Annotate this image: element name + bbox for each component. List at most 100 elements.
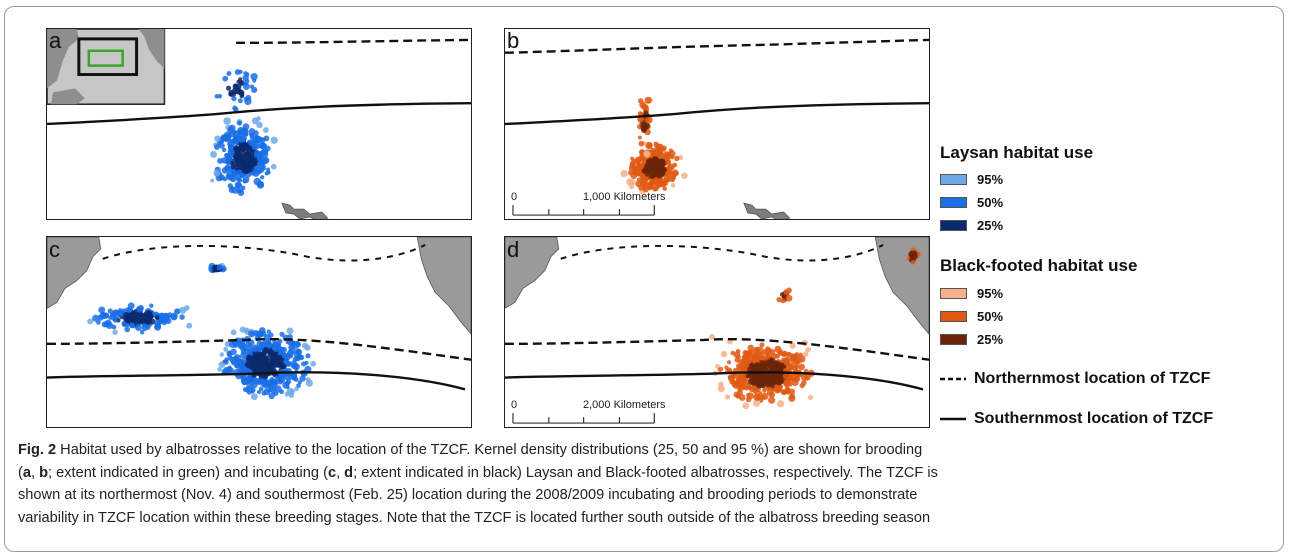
habitat-dot <box>295 348 302 356</box>
habitat-dot <box>649 152 655 157</box>
inset-green-extent-box <box>87 49 124 67</box>
habitat-dot <box>295 341 302 348</box>
habitat-dot <box>742 354 748 359</box>
habitat-dot <box>285 384 290 389</box>
scale-zero: 0 <box>511 191 518 203</box>
habitat-dot <box>127 302 135 310</box>
habitat-dot <box>111 324 117 330</box>
habitat-dot <box>98 306 106 314</box>
habitat-dot <box>665 170 670 176</box>
laysan-95-label: 95% <box>977 172 1004 187</box>
laysan-95-swatch <box>940 174 967 185</box>
habitat-dot <box>784 356 790 362</box>
habitat-dot <box>301 342 309 349</box>
habitat-dot <box>149 318 156 325</box>
habitat-dot <box>785 294 793 302</box>
habitat-dot <box>239 326 246 333</box>
habitat-dot <box>740 366 746 372</box>
habitat-dot <box>288 354 294 359</box>
habitat-dot <box>247 348 253 353</box>
bf-95-swatch <box>940 288 967 299</box>
habitat-dot <box>124 326 131 333</box>
habitat-dot <box>784 387 791 394</box>
habitat-dot <box>213 170 221 177</box>
habitat-dot <box>259 163 266 170</box>
habitat-dot <box>223 347 229 352</box>
habitat-dot <box>759 394 766 401</box>
habitat-dot <box>214 135 221 143</box>
habitat-dot <box>259 341 264 346</box>
caption-line-3: shown at its northermost (Nov. 4) and so… <box>18 487 918 503</box>
panel-label-b: b <box>507 28 520 53</box>
habitat-dot <box>264 145 271 152</box>
habitat-dot <box>255 331 262 337</box>
habitat-dot <box>221 147 227 153</box>
habitat-dot <box>653 186 659 192</box>
habitat-dot <box>260 150 269 159</box>
habitat-dot <box>620 169 628 178</box>
habitat-dot <box>272 339 277 344</box>
habitat-dot <box>661 154 666 159</box>
habitat-dot <box>260 380 268 388</box>
habitat-dot <box>283 358 290 365</box>
north-america-landmass <box>874 237 929 335</box>
habitat-dot <box>283 373 291 381</box>
habitat-dot <box>802 351 809 357</box>
habitat-dot <box>776 386 782 392</box>
laysan-25-swatch <box>940 220 967 231</box>
habitat-dot <box>256 156 262 161</box>
habitat-dot <box>253 150 261 157</box>
habitat-dot <box>232 130 241 138</box>
habitat-dot <box>99 312 107 320</box>
habitat-dot <box>113 318 118 323</box>
habitat-dot <box>103 321 110 328</box>
aleutian-dashes <box>560 244 884 262</box>
habitat-dot <box>263 359 268 365</box>
northern-tzcf-line <box>505 337 929 361</box>
figure-label: Fig. 2 <box>18 442 57 458</box>
habitat-dot <box>730 350 736 356</box>
habitat-dot <box>225 85 232 91</box>
habitat-dot <box>245 341 252 348</box>
habitat-dot <box>787 373 793 379</box>
hawaii-islands <box>743 202 791 219</box>
habitat-dot <box>668 150 676 158</box>
habitat-dot <box>252 353 259 361</box>
blackfooted-incubating-dots <box>708 247 921 410</box>
habitat-dot <box>794 364 800 370</box>
habitat-dot <box>248 166 254 172</box>
habitat-dot <box>641 127 647 134</box>
blackfooted-legend-title: Black-footed habitat use <box>940 256 1138 275</box>
habitat-dot <box>240 142 248 150</box>
habitat-dot <box>223 117 231 125</box>
habitat-dot <box>234 138 240 143</box>
habitat-dot <box>734 357 740 363</box>
bf-legend-item-25: 25% <box>940 332 1003 347</box>
aleutian-dashes <box>102 244 426 262</box>
habitat-dot <box>216 265 222 271</box>
habitat-dot <box>745 396 752 403</box>
bf-legend-item-50: 50% <box>940 309 1003 324</box>
habitat-dot <box>250 72 258 81</box>
habitat-dot <box>910 260 916 265</box>
habitat-dot <box>741 378 746 384</box>
habitat-dot <box>294 386 299 392</box>
habitat-dot <box>807 394 814 400</box>
map-c-canvas <box>47 237 471 401</box>
habitat-dot <box>234 87 242 95</box>
habitat-dot <box>240 128 247 136</box>
laysan-50-label: 50% <box>977 195 1004 210</box>
habitat-dot <box>217 367 222 372</box>
habitat-dot <box>305 353 311 359</box>
habitat-dot <box>244 97 252 106</box>
habitat-dot <box>805 346 812 353</box>
habitat-dot <box>643 122 650 129</box>
habitat-dot <box>266 170 271 175</box>
habitat-dot <box>641 181 647 187</box>
map-panel-d: d 0 2,000 Kilometers <box>504 236 930 428</box>
habitat-dot <box>637 135 642 140</box>
habitat-dot <box>755 381 761 387</box>
habitat-dot <box>219 143 225 149</box>
scale-label: 1,000 Kilometers <box>583 191 666 203</box>
habitat-dot <box>174 308 181 315</box>
